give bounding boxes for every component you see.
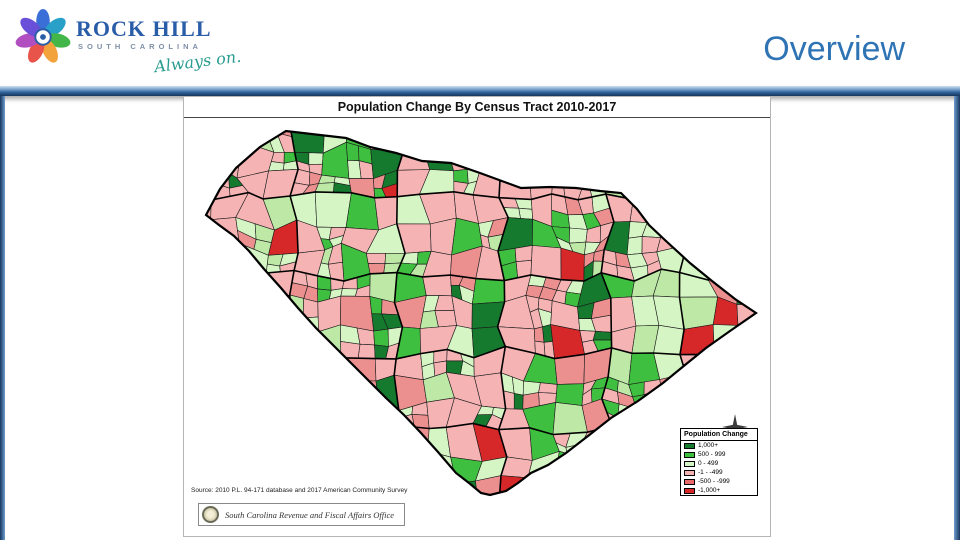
legend-label: 0 - 499 [698, 460, 719, 467]
logo-tagline: Always on. [153, 46, 243, 77]
legend-label: -500 - -999 [698, 478, 730, 485]
census-tract-map [204, 129, 758, 497]
agency-name: South Carolina Revenue and Fiscal Affair… [225, 509, 395, 520]
legend-item: -500 - -999 [681, 477, 757, 486]
state-outline [204, 129, 758, 497]
legend-swatch [684, 460, 695, 467]
legend-item: 500 - 999 [681, 450, 757, 459]
legend-item: 1,000+ [681, 441, 757, 450]
agency-credit: South Carolina Revenue and Fiscal Affair… [198, 503, 406, 526]
legend-swatch [684, 487, 695, 494]
page-title: Overview [763, 30, 905, 68]
agency-seal-icon [202, 506, 219, 523]
legend-label: -1,000+ [698, 487, 721, 494]
flower-logo-icon [15, 8, 71, 63]
map-source-note: Source: 2010 P.L. 94-171 database and 20… [191, 487, 408, 494]
logo-subtitle: SOUTH CAROLINA [78, 42, 202, 51]
legend-item: 0 - 499 [681, 459, 757, 468]
legend-swatch [684, 442, 695, 449]
slide-right-edge [954, 96, 960, 540]
logo-name: ROCK HILL [76, 16, 212, 41]
map-legend: Population Change 1,000+ 500 - 999 0 - 4… [680, 428, 758, 496]
header-divider [0, 86, 960, 96]
census-map-figure: Population Change By Census Tract 2010-2… [183, 96, 771, 537]
legend-swatch [684, 451, 695, 458]
legend-swatch [684, 469, 695, 476]
map-title: Population Change By Census Tract 2010-2… [184, 97, 770, 118]
legend-title: Population Change [681, 429, 757, 441]
legend-label: 500 - 999 [698, 451, 726, 458]
legend-swatch [684, 478, 695, 485]
legend-item: -1 - -499 [681, 468, 757, 477]
legend-label: 1,000+ [698, 442, 719, 449]
legend-item: -1,000+ [681, 486, 757, 495]
legend-label: -1 - -499 [698, 469, 723, 476]
compass-rose-icon [722, 414, 748, 440]
rockhill-logo: ROCK HILL SOUTH CAROLINA Always on. [14, 6, 264, 86]
slide-left-edge [0, 96, 5, 540]
